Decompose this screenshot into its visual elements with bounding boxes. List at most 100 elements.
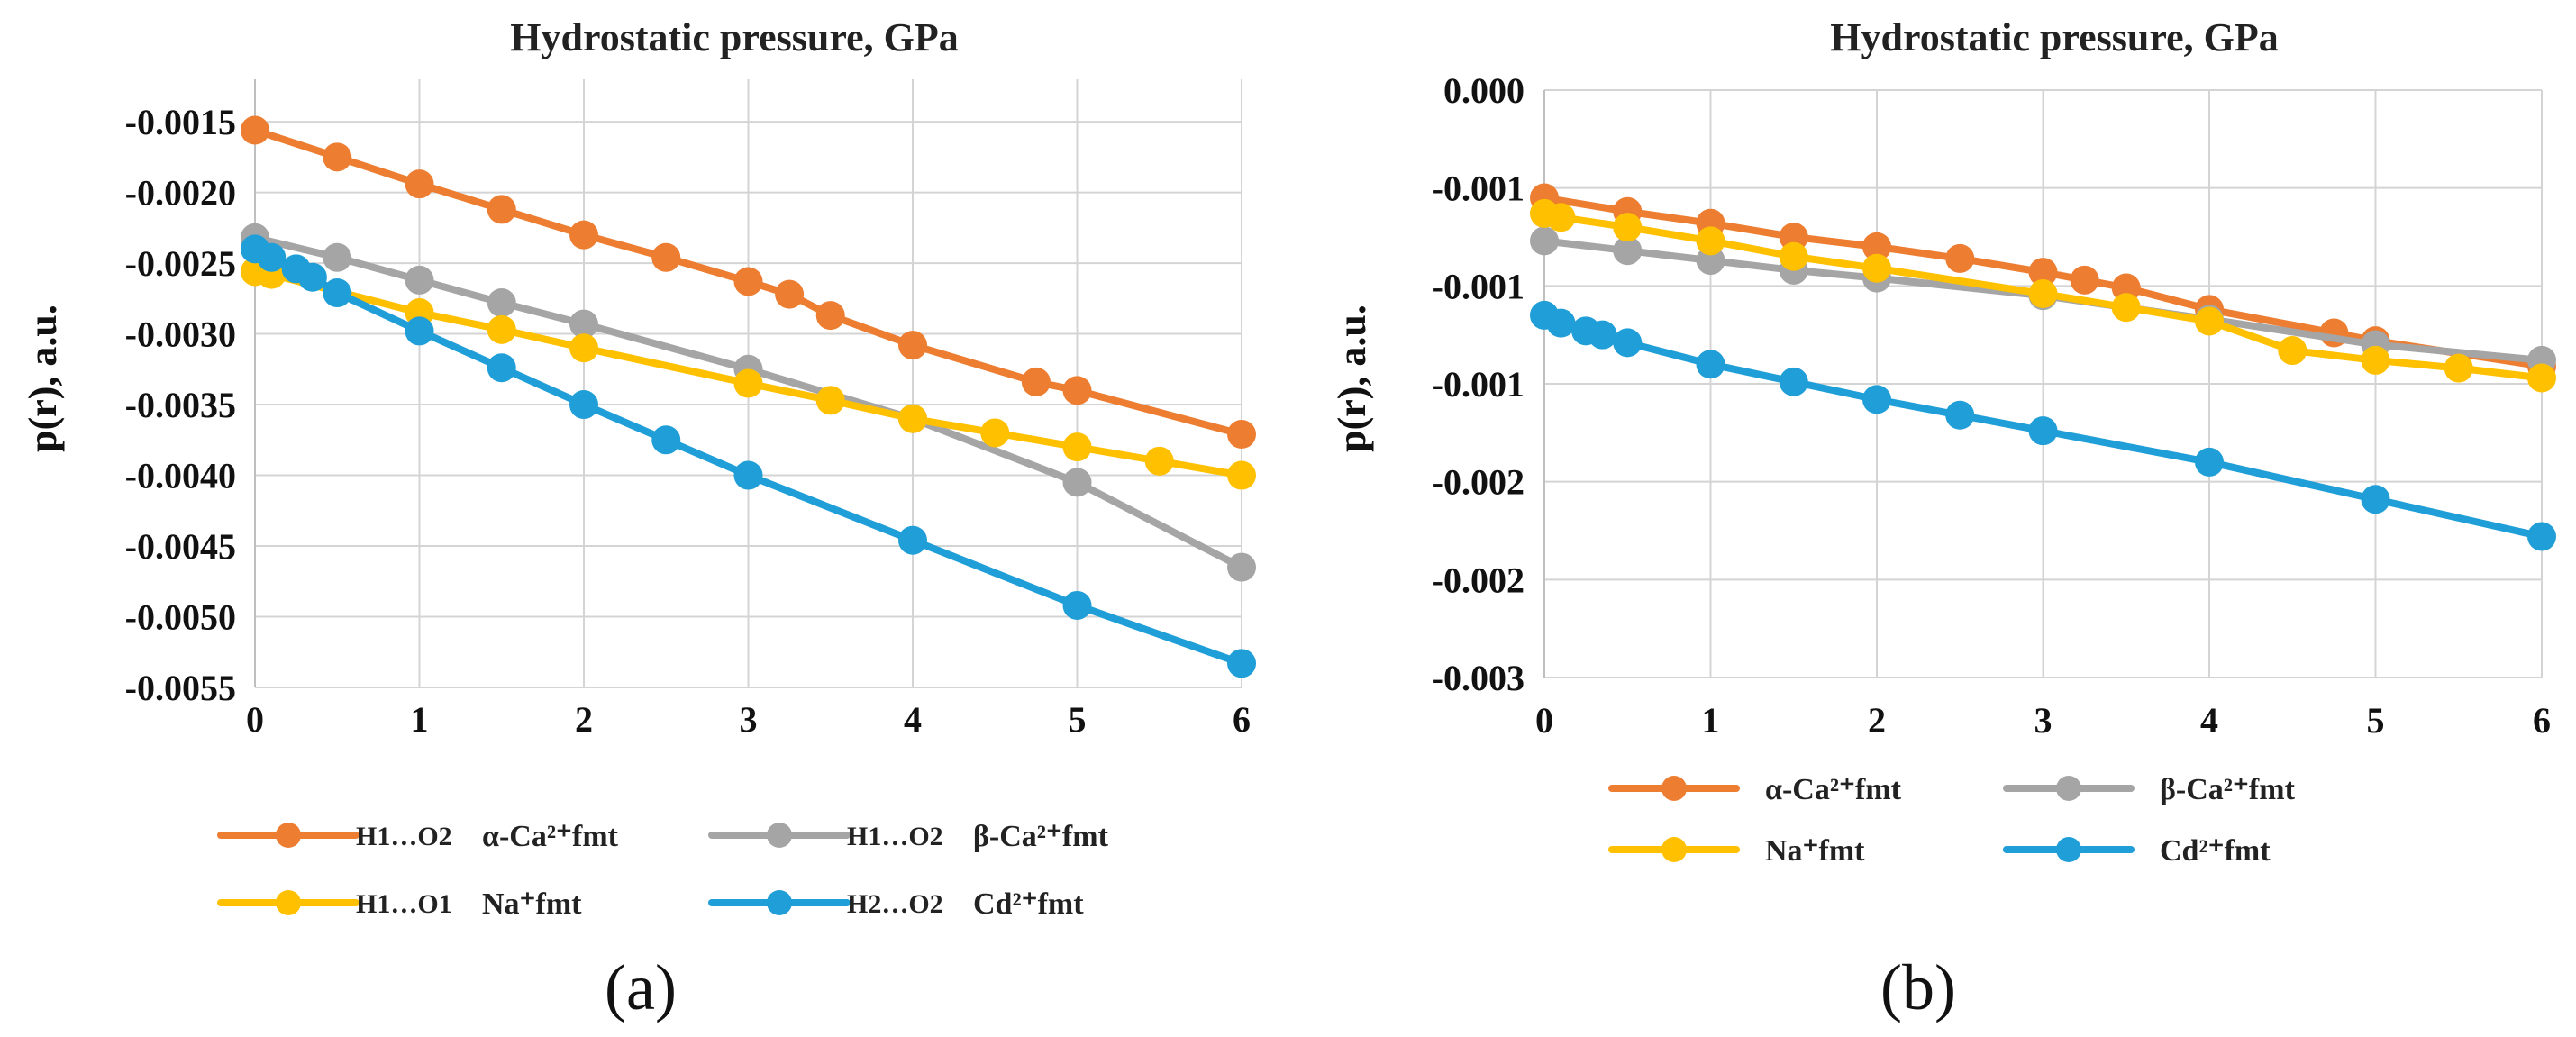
legend: α-Ca²⁺fmt β-Ca²⁺fmt Na⁺fmt Cd²⁺fmt (1608, 773, 2296, 868)
legend-label: Na⁺fmt (482, 887, 582, 921)
y-tick-label: -0.002 (1432, 559, 1525, 600)
data-point (405, 169, 434, 199)
x-tick-label: 6 (1233, 699, 1251, 740)
legend-prefix: H1…O2 (847, 822, 943, 851)
legend-swatch-marker (1661, 837, 1687, 862)
data-point (898, 404, 927, 433)
y-tick-label: -0.001 (1432, 266, 1525, 306)
data-point (323, 242, 352, 272)
x-tick-label: 1 (1702, 700, 1720, 741)
x-tick-label: 4 (904, 699, 922, 740)
data-point (733, 267, 763, 296)
legend-prefix: H1…O1 (356, 889, 452, 919)
y-tick-label: -0.0045 (125, 526, 236, 567)
data-point (323, 278, 352, 308)
data-point (1144, 446, 1174, 476)
data-point (487, 288, 516, 318)
legend-label: β-Ca²⁺fmt (973, 820, 1109, 853)
legend-swatch-marker (276, 890, 301, 915)
legend-swatch-marker (2056, 776, 2081, 801)
data-point (2361, 345, 2390, 375)
data-point (898, 331, 927, 360)
x-tick-label: 5 (2367, 700, 2385, 741)
data-point (815, 386, 845, 415)
data-point (1227, 460, 1256, 490)
data-point (2444, 353, 2473, 383)
data-point (1696, 226, 1725, 256)
data-point (815, 301, 845, 331)
chart-title: Hydrostatic pressure, GPa (510, 15, 958, 59)
y-axis-label: p(r), a.u. (1330, 305, 1374, 452)
x-tick-label: 0 (1535, 700, 1553, 741)
legend-swatch-marker (1661, 776, 1687, 801)
legend-swatch-marker (767, 823, 792, 848)
data-point (2527, 363, 2556, 393)
data-point (1546, 203, 1576, 232)
series-0 (241, 115, 1256, 450)
data-point (1613, 213, 1643, 242)
data-point (1062, 432, 1092, 462)
legend-label: α-Ca²⁺fmt (482, 820, 619, 853)
data-point (651, 242, 681, 272)
series-2 (1530, 198, 2556, 393)
x-tick-label: 1 (411, 699, 429, 740)
data-point (2028, 416, 2058, 446)
y-tick-label: -0.001 (1432, 168, 1525, 209)
data-point (1613, 328, 1643, 358)
series-3 (241, 234, 1256, 678)
data-point (980, 418, 1010, 448)
data-point (323, 142, 352, 172)
data-point (1862, 385, 1891, 414)
data-point (1779, 241, 1808, 271)
legend-swatch-marker (276, 823, 301, 848)
data-point (2195, 306, 2224, 336)
x-tick-label: 2 (1868, 700, 1886, 741)
legend-label: α-Ca²⁺fmt (1765, 773, 1902, 806)
data-point (569, 220, 598, 250)
data-point (2361, 485, 2390, 514)
legend-label: Na⁺fmt (1765, 834, 1865, 868)
x-tick-label: 3 (2034, 700, 2053, 741)
data-point (1021, 367, 1051, 396)
data-point (1779, 367, 1808, 396)
y-tick-label: -0.0020 (125, 173, 236, 214)
y-tick-label: -0.0030 (125, 314, 236, 355)
data-point (1588, 320, 1617, 350)
panel-label: (b) (1880, 951, 1956, 1023)
data-point (1530, 226, 1559, 256)
x-tick-label: 5 (1069, 699, 1087, 740)
chart-panel-a: Hydrostatic pressure, GPa -0.0015 -0.0020 -… (21, 15, 1256, 1023)
data-point (1945, 400, 1975, 430)
data-point (405, 265, 434, 295)
data-point (1227, 649, 1256, 678)
data-point (733, 368, 763, 398)
data-point (775, 279, 805, 309)
data-point (1062, 468, 1092, 497)
y-tick-label: -0.0035 (125, 385, 236, 425)
x-tick-label: 3 (740, 699, 758, 740)
x-tick-label: 4 (2200, 700, 2218, 741)
chart-panel-b: Hydrostatic pressure, GPa 0.000 -0.001 -0.0… (1330, 15, 2556, 1023)
data-point (1062, 590, 1092, 620)
data-point (241, 115, 269, 145)
data-point (2278, 336, 2307, 366)
data-point (569, 333, 598, 363)
y-tick-label: -0.002 (1432, 462, 1525, 503)
chart-title: Hydrostatic pressure, GPa (1830, 15, 2278, 59)
data-point (487, 314, 516, 344)
legend-swatch-marker (767, 890, 792, 915)
data-point (898, 525, 927, 555)
legend-prefix: H1…O2 (356, 822, 452, 851)
y-tick-label: -0.0040 (125, 456, 236, 496)
data-point (2028, 258, 2058, 287)
panel-label: (a) (605, 951, 677, 1023)
legend-swatch-marker (2056, 837, 2081, 862)
y-tick-label: -0.0050 (125, 597, 236, 638)
legend-prefix: H2…O2 (847, 889, 943, 919)
data-point (1227, 420, 1256, 450)
data-point (1862, 232, 1891, 261)
data-point (405, 316, 434, 346)
data-point (2070, 265, 2099, 295)
data-point (733, 460, 763, 490)
